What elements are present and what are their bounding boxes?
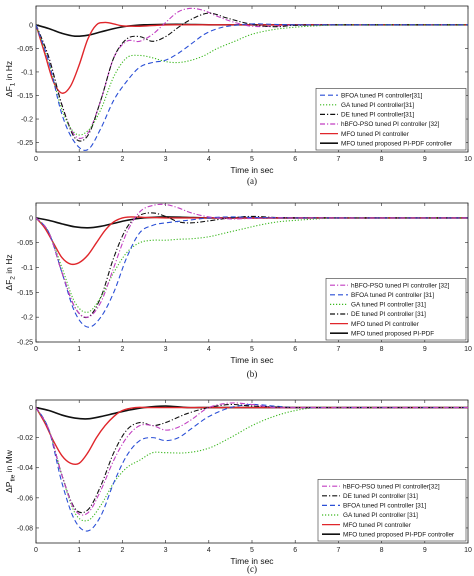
x-tick-label: 6 <box>293 156 297 163</box>
x-tick-label: 2 <box>120 156 124 163</box>
y-tick-label: -0.05 <box>17 46 33 53</box>
series-line <box>36 203 468 318</box>
legend-box <box>317 479 467 542</box>
legend-label: DE tuned PI controller[31] <box>341 112 414 119</box>
series-line <box>36 21 468 94</box>
y-tick-label: -0.2 <box>21 117 33 124</box>
x-tick-label: 4 <box>207 547 211 554</box>
legend-label: MFO tuned PI controller <box>341 131 410 138</box>
series-line <box>36 216 468 266</box>
y-tick-label: -0.2 <box>21 315 33 322</box>
panel-caption: (a) <box>247 176 257 186</box>
x-tick-label: 8 <box>380 346 384 353</box>
x-axis-label: Time in sec <box>230 556 274 566</box>
x-axis-label: Time in sec <box>230 355 274 365</box>
legend-label: MFO tuned PI controller <box>351 321 420 328</box>
series-line <box>36 217 468 313</box>
y-tick-label: 0 <box>29 405 33 412</box>
x-tick-label: 8 <box>380 547 384 554</box>
y-tick-label: 0 <box>29 22 33 29</box>
x-tick-label: 2 <box>120 346 124 353</box>
legend-label: hBFO-PSO tuned PI controller [32] <box>341 121 440 128</box>
x-tick-label: 0 <box>34 156 38 163</box>
x-tick-label: 7 <box>336 156 340 163</box>
y-tick-label: -0.06 <box>17 495 33 502</box>
x-tick-label: 5 <box>250 346 254 353</box>
series-group <box>36 7 468 151</box>
chart-panel-2: 0 1 2 3 4 5 6 7 8 9 10 0 -0.05 -0.1 -0.15 -0.2 -0.25 hBFO… <box>4 202 472 379</box>
y-tick-label: -0.15 <box>17 290 33 297</box>
series-group <box>36 402 468 532</box>
x-tick-label: 8 <box>380 156 384 163</box>
x-tick-label: 6 <box>293 547 297 554</box>
x-tick-label: 5 <box>250 156 254 163</box>
series-line <box>36 24 468 136</box>
y-tick-label: -0.15 <box>17 93 33 100</box>
y-tick-label: -0.05 <box>17 240 33 247</box>
x-tick-label: 3 <box>164 547 168 554</box>
legend: BFOA tuned PI controller[31] GA tuned PI … <box>315 88 467 151</box>
y-axis-label: ΔPtie in Mw <box>4 449 17 493</box>
x-tick-label: 3 <box>164 346 168 353</box>
x-tick-label: 10 <box>464 346 472 353</box>
x-tick-label: 7 <box>336 547 340 554</box>
y-tick-label: -0.08 <box>17 525 33 532</box>
legend-box <box>325 278 467 341</box>
x-tick-label: 9 <box>423 346 427 353</box>
y-tick-label: -0.1 <box>21 69 33 76</box>
legend: hBFO-PSO tuned PI controller[32] DE tuned… <box>317 479 467 542</box>
legend-label: GA tuned PI controller[31] <box>341 102 414 109</box>
legend: hBFO-PSO tuned PI controller [32] BFOA tu… <box>325 278 467 341</box>
y-tick-label: -0.25 <box>17 340 33 347</box>
legend-label: BFOA tuned PI controller [31] <box>343 503 426 510</box>
panel-caption: (b) <box>247 369 258 379</box>
x-tick-label: 6 <box>293 346 297 353</box>
x-tick-label: 1 <box>77 156 81 163</box>
legend-label: MFO tuned proposed PI-PDF <box>351 330 434 337</box>
legend-label: GA tuned PI controller [31] <box>351 302 426 309</box>
x-tick-label: 1 <box>77 547 81 554</box>
x-tick-label: 1 <box>77 346 81 353</box>
y-tick-label: -0.04 <box>17 465 33 472</box>
legend-box <box>315 88 467 151</box>
chart-panel-1: 0 1 2 3 4 5 6 7 8 9 10 0 -0.05 -0.1 -0.15 -0.2 -0.25 BFOA… <box>4 5 472 186</box>
x-tick-label: 9 <box>423 547 427 554</box>
legend-label: hBFO-PSO tuned PI controller[32] <box>343 483 440 490</box>
x-tick-label: 7 <box>336 346 340 353</box>
x-tick-label: 4 <box>207 156 211 163</box>
x-axis-label: Time in sec <box>230 165 274 175</box>
series-group <box>36 203 468 328</box>
legend-label: DE tuned PI controller [31] <box>343 493 418 500</box>
legend-label: GA tuned PI controller [31] <box>343 512 418 519</box>
x-tick-label: 10 <box>464 156 472 163</box>
x-tick-label: 10 <box>464 547 472 554</box>
y-tick-label: 0 <box>29 215 33 222</box>
x-tick-label: 9 <box>423 156 427 163</box>
x-tick-label: 0 <box>34 547 38 554</box>
legend-label: MFO tuned PI controller <box>343 522 412 529</box>
panel-caption: (c) <box>247 564 257 574</box>
y-axis-label: ΔF2 in Hz <box>4 254 17 290</box>
series-line <box>36 402 468 516</box>
legend-label: BFOA tuned PI controller [31] <box>351 292 434 299</box>
x-tick-label: 5 <box>250 547 254 554</box>
y-axis-label: ΔF1 in Hz <box>4 61 17 97</box>
x-tick-label: 0 <box>34 346 38 353</box>
y-tick-label: -0.02 <box>17 435 33 442</box>
x-tick-label: 4 <box>207 346 211 353</box>
legend-label: MFO tuned proposed PI-PDF controller <box>341 140 453 147</box>
y-tick-label: -0.25 <box>17 140 33 147</box>
legend-label: BFOA tuned PI controller[31] <box>341 92 423 99</box>
series-line <box>36 23 468 151</box>
series-line <box>36 7 468 139</box>
y-tick-label: -0.1 <box>21 265 33 272</box>
x-tick-label: 2 <box>120 547 124 554</box>
legend-label: hBFO-PSO tuned PI controller [32] <box>351 282 450 289</box>
x-tick-label: 3 <box>164 156 168 163</box>
legend-label: DE tuned PI controller [31] <box>351 311 426 318</box>
chart-panel-3: 0 1 2 3 4 5 6 7 8 9 10 0 -0.02 -0.04 -0.06 -0.08 hBFO-PS… <box>4 399 472 574</box>
legend-label: MFO tuned proposed PI-PDF controller <box>343 531 455 538</box>
